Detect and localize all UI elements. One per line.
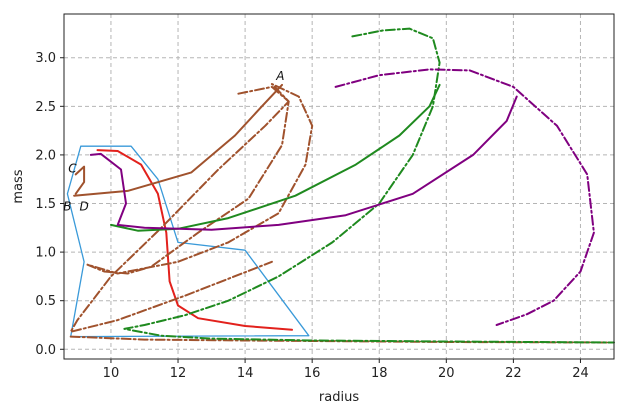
x-tick-label: 10 bbox=[103, 366, 120, 381]
x-tick-label: 22 bbox=[505, 366, 522, 381]
x-axis-label: radius bbox=[319, 390, 359, 405]
point-label-a: A bbox=[275, 69, 284, 83]
x-tick-label: 16 bbox=[304, 366, 321, 381]
y-tick-label: 0.5 bbox=[35, 294, 56, 309]
x-tick-label: 20 bbox=[438, 366, 455, 381]
x-tick-label: 18 bbox=[371, 366, 388, 381]
x-tick-label: 12 bbox=[170, 366, 187, 381]
point-label-b: B bbox=[63, 199, 71, 213]
point-label-c: C bbox=[68, 161, 77, 175]
series-line-1 bbox=[66, 145, 310, 338]
point-labels: A C B D bbox=[63, 69, 284, 213]
series-line-8 bbox=[123, 27, 615, 344]
y-axis-label: mass bbox=[11, 169, 26, 203]
y-tick-label: 2.5 bbox=[35, 100, 56, 115]
series-line-5 bbox=[69, 83, 314, 333]
point-label-d: D bbox=[79, 199, 88, 213]
y-tick-label: 2.0 bbox=[35, 148, 56, 163]
y-tick-label: 1.0 bbox=[35, 246, 56, 261]
series-line-3 bbox=[73, 83, 283, 197]
series-group bbox=[66, 27, 615, 344]
y-tick-label: 3.0 bbox=[35, 51, 56, 66]
series-line-7 bbox=[110, 83, 441, 232]
x-tick-label: 24 bbox=[572, 366, 589, 381]
axis-ticks: 10 12 14 16 18 20 22 24 0.0 0.5 1.0 1.5 2.0 2.5 3.0 bbox=[35, 51, 588, 381]
plot-frame bbox=[63, 13, 615, 360]
grid bbox=[64, 14, 614, 359]
x-tick-label: 14 bbox=[237, 366, 254, 381]
series-line-2 bbox=[96, 149, 293, 331]
y-tick-label: 1.5 bbox=[35, 197, 56, 212]
series-line-9 bbox=[89, 95, 518, 231]
series-line-10 bbox=[334, 68, 595, 326]
y-tick-label: 0.0 bbox=[35, 343, 56, 358]
series-line-4 bbox=[74, 165, 86, 195]
